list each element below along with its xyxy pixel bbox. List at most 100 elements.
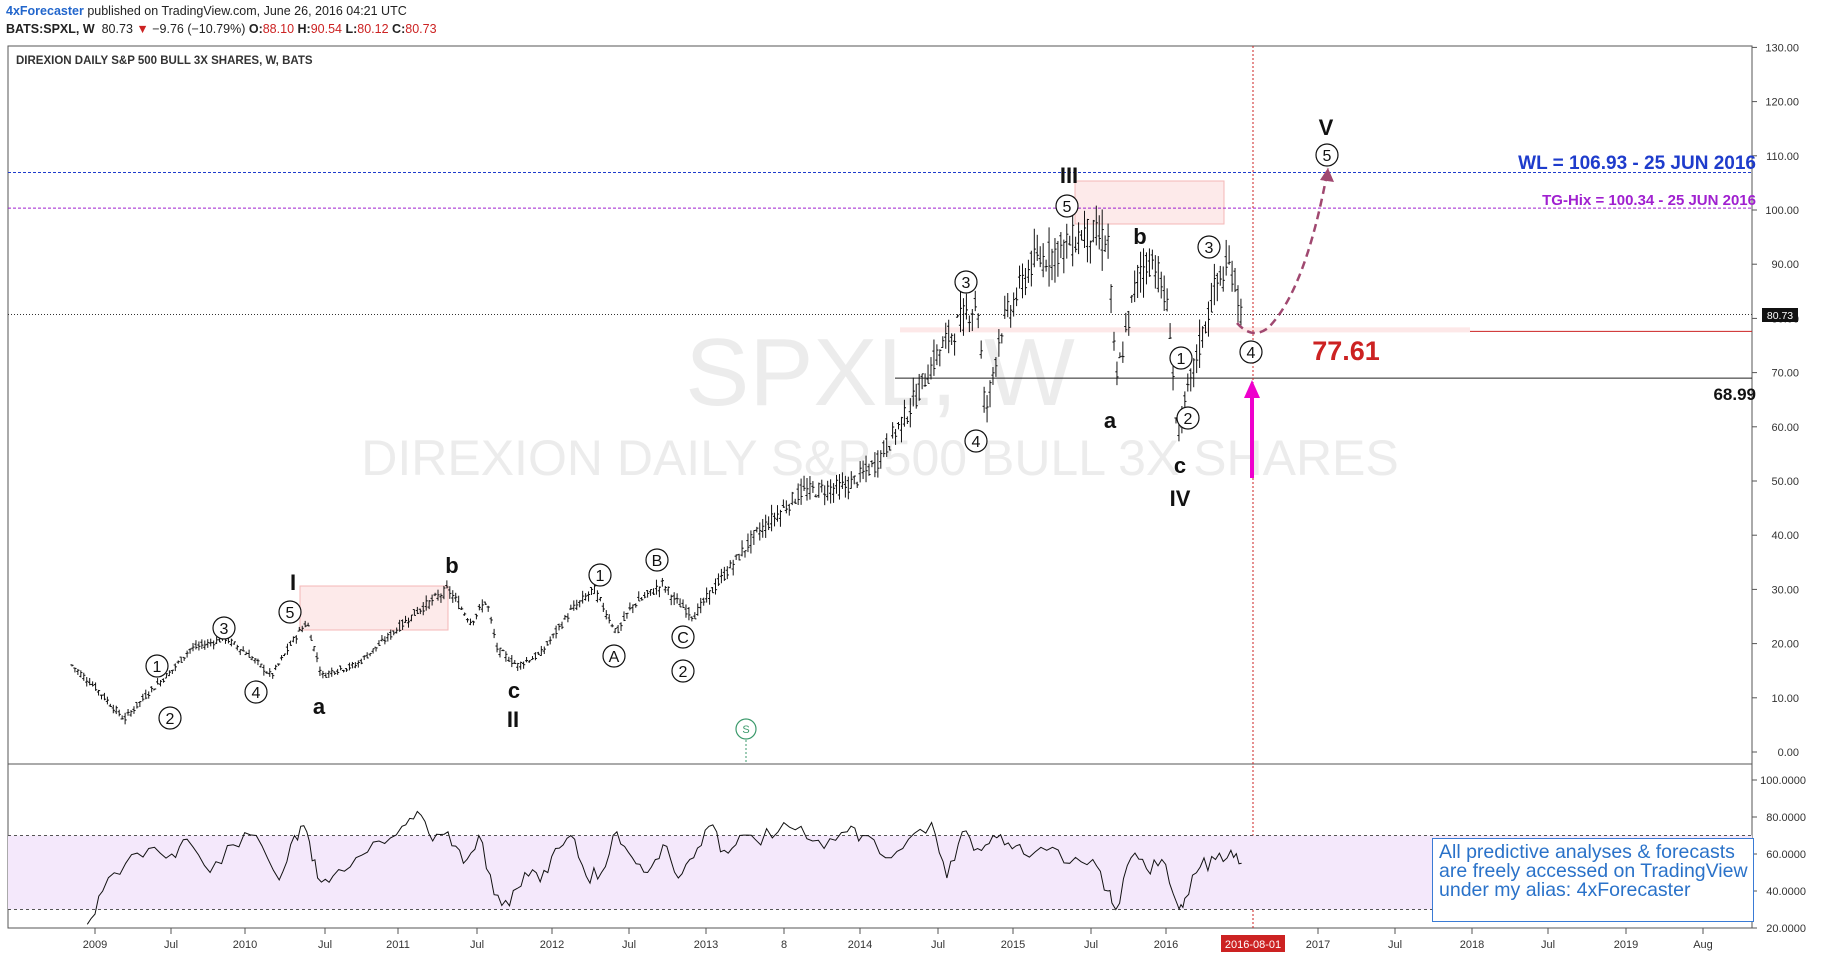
- rsi-tick-label: 100.0000: [1760, 775, 1806, 787]
- wave-label-circle: [1197, 235, 1221, 259]
- rsi-tick-label: 20.0000: [1766, 923, 1806, 935]
- horizontal-levels: [8, 171, 1752, 379]
- price-tick-label: 120.00: [1765, 97, 1799, 109]
- last-price-tag: [1762, 308, 1798, 322]
- support-zone: [900, 327, 1470, 333]
- price-tick-label: 40.00: [1771, 530, 1799, 542]
- forecast-path: [1236, 167, 1330, 335]
- elliott-wave-labels: 1 2 3 4 5 Ia b c II 1 A B C 2 3 4 5 III a b c IV 1 2 3 4 5 V: [145, 115, 1339, 732]
- time-tick-label: Jul: [622, 939, 636, 951]
- forecast-arrowhead: [1320, 168, 1334, 182]
- close-label: C:: [392, 22, 406, 36]
- high-value: 90.54: [310, 22, 342, 36]
- split-marker-text: S: [742, 724, 749, 736]
- rsi-axis[interactable]: 100.0000 80.0000 60.0000 40.0000 20.0000: [1752, 775, 1806, 935]
- wave-label: 3: [1205, 240, 1214, 257]
- wave-label-circle: [645, 548, 669, 572]
- wave-label: c: [508, 678, 520, 703]
- tg-level-label: TG-Hix = 100.34 - 25 JUN 2016: [1542, 192, 1756, 209]
- wave-label: III: [1060, 163, 1078, 188]
- wave-label: 1: [1177, 351, 1186, 368]
- price-axis[interactable]: 130.00120.00110.00100.0090.0080.0070.006…: [1752, 42, 1799, 759]
- time-tick-label: Jul: [164, 939, 178, 951]
- price-tick-label: 100.00: [1765, 205, 1799, 217]
- wave-label-circle: [145, 654, 169, 678]
- support-arrow-head: [1244, 380, 1260, 398]
- rsi-line: [86, 810, 1242, 925]
- wave-label: 4: [1247, 345, 1256, 362]
- wave-label-circle: [1055, 194, 1079, 218]
- time-tick-label: 2017: [1306, 939, 1330, 951]
- wave-label-circle: [671, 659, 695, 683]
- time-tick-label: Jul: [931, 939, 945, 951]
- date-tag: [1221, 935, 1285, 952]
- wave-label-circle: [1176, 406, 1200, 430]
- time-tick-label: 2018: [1460, 939, 1484, 951]
- wave-label: 2: [679, 664, 688, 681]
- wave-label: a: [313, 694, 326, 719]
- wave-label-circle: [964, 429, 988, 453]
- wave-label: 3: [220, 621, 229, 638]
- last-price-tag-text: 80.73: [1767, 310, 1793, 322]
- wave-label-circle: [954, 270, 978, 294]
- publish-header: 4xForecaster published on TradingView.co…: [0, 0, 1824, 44]
- wave-label-circle: [278, 600, 302, 624]
- price-tick-label: 20.00: [1771, 639, 1799, 651]
- price-tick-label: 130.00: [1765, 42, 1799, 54]
- time-tick-label: 2016: [1154, 939, 1178, 951]
- wave-label: C: [677, 630, 689, 647]
- note-line-1: All predictive analyses & forecasts: [1439, 841, 1735, 863]
- symbol-label[interactable]: BATS:SPXL, W: [6, 22, 95, 36]
- wave-label: B: [652, 553, 663, 570]
- open-value: 88.10: [262, 22, 295, 36]
- last-price: 80.73: [101, 22, 133, 36]
- note-line-2: are freely accessed on TradingView: [1439, 860, 1748, 882]
- wave-label: b: [1133, 224, 1146, 249]
- support-level-label: 77.61: [1312, 336, 1380, 366]
- wave-label: 3: [962, 275, 971, 292]
- price-tick-label: 10.00: [1771, 693, 1799, 705]
- time-tick-label: Jul: [1388, 939, 1402, 951]
- time-tick-label: 2010: [233, 939, 257, 951]
- wave-label: 1: [153, 659, 162, 676]
- note-line-3: under my alias: 4xForecaster: [1439, 879, 1691, 901]
- low-value: 80.12: [357, 22, 389, 36]
- price-tick-label: 110.00: [1766, 151, 1799, 163]
- time-tick-label: 2014: [848, 939, 872, 951]
- wave-label-circle: [1315, 143, 1339, 167]
- ohlc-bars: [70, 205, 1243, 725]
- price-tick-label: 30.00: [1771, 584, 1799, 596]
- panel-title: DIREXION DAILY S&P 500 BULL 3X SHARES, W…: [16, 55, 313, 67]
- open-label: O:: [248, 22, 263, 36]
- time-tick-label: Aug: [1693, 939, 1713, 951]
- time-tick-label: 2009: [83, 939, 107, 951]
- wave-label: 2: [1184, 411, 1193, 428]
- time-tick-label: 2011: [386, 939, 410, 951]
- low-level-label: 68.99: [1713, 385, 1756, 404]
- wave-label-circle: [1169, 346, 1193, 370]
- wave-label: V: [1319, 115, 1334, 140]
- wave-label-circle: [212, 616, 236, 640]
- time-tick-label: Jul: [1541, 939, 1555, 951]
- wave-label: 2: [166, 711, 175, 728]
- price-tick-label: 50.00: [1771, 476, 1799, 488]
- wl-level-label: WL = 106.93 - 25 JUN 2016: [1518, 153, 1756, 174]
- publish-line: 4xForecaster published on TradingView.co…: [6, 4, 407, 18]
- wave-label: II: [507, 707, 519, 732]
- high-label: H:: [297, 22, 311, 36]
- price-tick-label: 0.00: [1778, 747, 1799, 759]
- time-tick-label: 8: [781, 939, 787, 951]
- wave-label: A: [609, 649, 620, 666]
- split-marker-icon[interactable]: [735, 718, 757, 740]
- wave-label-circle: [588, 563, 612, 587]
- wave-label: a: [1104, 408, 1117, 433]
- wave-label-circle: [1239, 340, 1263, 364]
- time-axis[interactable]: 2009 Jul 2010 Jul 2011 Jul 2012 Jul 2013 8 2014 Jul…: [83, 928, 1713, 951]
- ohlc-line: BATS:SPXL, W 80.73 ▼ −9.76 (−10.79%) O:8…: [6, 22, 437, 36]
- price-tick-label: 90.00: [1771, 259, 1799, 271]
- author-link[interactable]: 4xForecaster: [6, 4, 84, 18]
- time-tick-label: Jul: [1084, 939, 1098, 951]
- target-zone-box-iii: [1074, 180, 1225, 225]
- wave-label: 4: [972, 434, 981, 451]
